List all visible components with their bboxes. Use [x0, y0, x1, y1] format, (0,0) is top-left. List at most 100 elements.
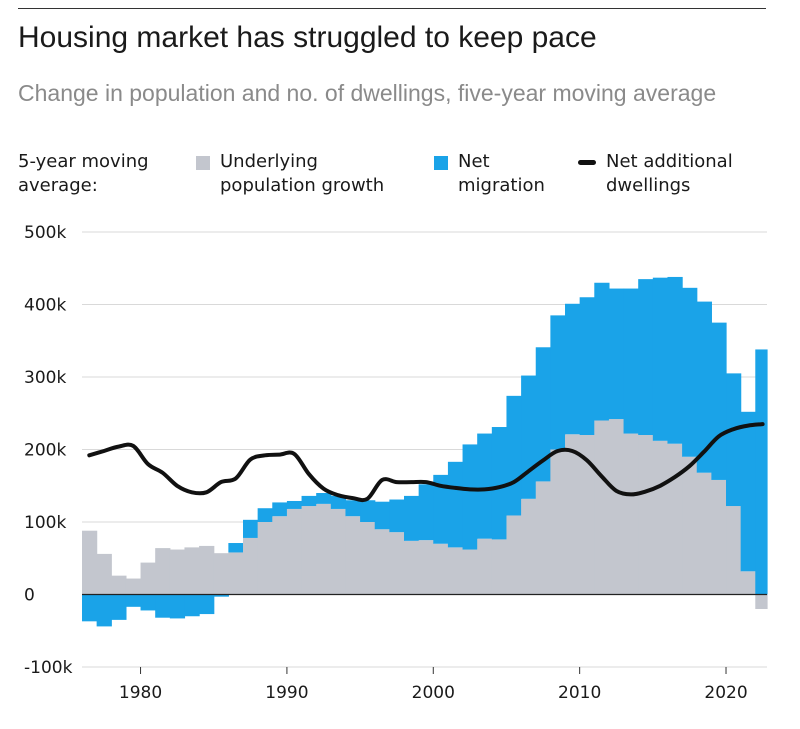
bar-population-2004: [491, 539, 508, 595]
bar-migration-2004: [491, 427, 508, 540]
bar-population-1989: [272, 516, 288, 595]
bar-migration-1985: [213, 594, 229, 597]
bar-migration-2003: [477, 433, 493, 539]
bar-population-1992: [316, 503, 332, 595]
bar-migration-2012: [608, 288, 625, 420]
bar-population-2011: [594, 420, 610, 595]
y-tick-label: -100k: [24, 658, 73, 678]
top-rule: [18, 8, 766, 9]
bar-population-2017: [682, 456, 698, 595]
bar-population-1990: [286, 508, 303, 595]
legend-swatch-migration: [434, 156, 448, 170]
bar-migration-2021: [740, 411, 756, 572]
bar-population-1977: [96, 553, 112, 595]
bar-migration-2002: [462, 444, 478, 550]
bar-population-2001: [447, 547, 464, 595]
bar-migration-1991: [301, 495, 317, 507]
bar-migration-2001: [447, 461, 464, 548]
y-tick-label: 500k: [24, 223, 66, 243]
bar-population-1996: [374, 529, 390, 595]
bar-migration-2014: [638, 279, 654, 435]
legend-lead: 5-year moving average:: [18, 151, 149, 196]
bar-migration-1993: [330, 495, 347, 509]
x-tick-label: 2000: [412, 683, 455, 703]
bar-migration-2007: [535, 347, 551, 482]
bar-migration-2018: [696, 301, 712, 473]
bar-population-1991: [301, 506, 317, 595]
bar-population-2012: [608, 419, 625, 595]
bar-migration-2020: [726, 373, 742, 507]
bar-population-1987: [243, 537, 259, 595]
bar-migration-1981: [155, 594, 171, 618]
legend: 5-year moving average: Underlying popula…: [18, 150, 778, 206]
bar-migration-2008: [550, 315, 566, 450]
bar-migration-1999: [418, 484, 434, 541]
bar-population-2000: [433, 543, 449, 595]
bar-population-1995: [360, 522, 376, 595]
bar-population-1978: [111, 575, 127, 595]
chart-subtitle: Change in population and no. of dwelling…: [18, 80, 717, 106]
bar-population-2014: [638, 435, 654, 595]
bar-population-2022: [755, 594, 768, 609]
y-tick-label: 200k: [24, 441, 66, 461]
bar-migration-1996: [374, 501, 390, 530]
bar-population-2002: [462, 549, 478, 595]
bar-migration-1976: [82, 594, 98, 622]
bar-migration-1984: [199, 594, 215, 615]
bar-population-2015: [652, 440, 669, 595]
bar-population-2018: [696, 472, 712, 595]
bar-population-1979: [125, 578, 142, 595]
x-tick-label: 2020: [704, 683, 747, 703]
bar-migration-1995: [360, 500, 376, 522]
bar-migration-2013: [623, 288, 639, 434]
bar-population-1986: [228, 552, 244, 595]
bar-migration-1992: [316, 493, 332, 504]
legend-swatch-dwellings: [578, 160, 596, 165]
bar-migration-2017: [682, 287, 698, 457]
bar-migration-2019: [711, 322, 727, 480]
bar-population-2021: [740, 571, 756, 595]
bar-migration-1980: [140, 594, 156, 611]
legend-label-dwellings: Net additional dwellings: [606, 151, 733, 196]
bar-migration-1988: [257, 508, 273, 522]
bar-population-2016: [667, 443, 683, 595]
bar-migration-1977: [96, 594, 112, 627]
y-tick-label: 300k: [24, 368, 66, 388]
bar-population-1988: [257, 522, 273, 595]
bar-population-2003: [477, 538, 493, 595]
bar-population-1997: [389, 532, 405, 595]
x-tick-label: 1980: [119, 683, 162, 703]
bar-migration-1989: [272, 502, 288, 517]
bar-migration-1983: [184, 594, 200, 617]
bar-population-1993: [330, 508, 347, 595]
bar-migration-2009: [565, 303, 581, 435]
bar-population-2005: [506, 515, 522, 595]
y-tick-label: 100k: [24, 513, 66, 533]
y-tick-label: 400k: [24, 296, 66, 316]
bar-migration-2022: [755, 349, 768, 595]
bar-population-1998: [404, 540, 420, 595]
bar-migration-2000: [433, 474, 449, 544]
bar-population-1982: [169, 549, 186, 595]
bar-migration-2015: [652, 277, 669, 441]
bar-population-2009: [565, 434, 581, 595]
bar-population-1999: [418, 540, 434, 595]
series-line-dwellings: [87, 422, 765, 503]
bar-population-1994: [345, 516, 361, 595]
x-tick-label: 2010: [558, 683, 601, 703]
chart-title: Housing market has struggled to keep pac…: [18, 21, 597, 54]
bar-population-2019: [711, 479, 727, 595]
bar-migration-1997: [389, 499, 405, 533]
bar-migration-1986: [228, 543, 244, 553]
bar-migration-1990: [286, 500, 303, 509]
bar-population-2008: [550, 449, 566, 595]
bar-migration-2006: [521, 375, 537, 499]
bar-population-2020: [726, 506, 742, 595]
bar-population-1984: [199, 545, 215, 595]
bar-migration-2005: [506, 395, 522, 516]
bar-population-1980: [140, 562, 156, 595]
bar-migration-1978: [111, 594, 127, 620]
legend-swatch-population: [196, 156, 210, 170]
